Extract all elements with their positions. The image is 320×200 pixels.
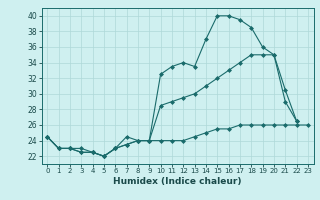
X-axis label: Humidex (Indice chaleur): Humidex (Indice chaleur) (113, 177, 242, 186)
